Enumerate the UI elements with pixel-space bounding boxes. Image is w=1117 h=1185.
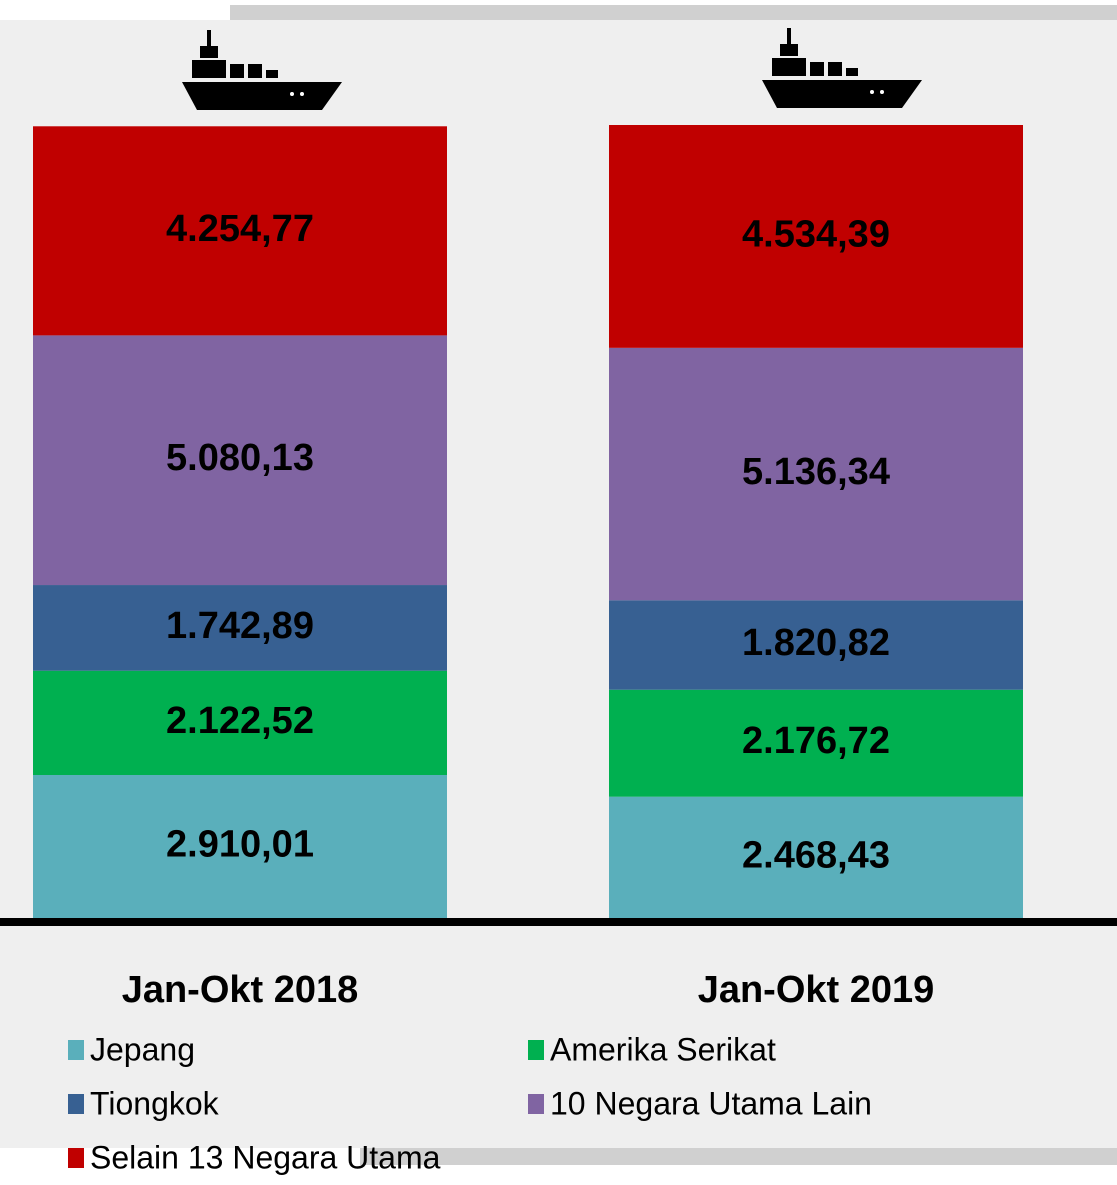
bar-segment: [33, 335, 447, 586]
data-label: 4.254,77: [166, 208, 314, 250]
legend-label: 10 Negara Utama Lain: [550, 1085, 872, 1121]
data-label: 5.080,13: [166, 437, 314, 479]
data-label: 2.176,72: [742, 720, 890, 762]
ship-icon: [762, 28, 922, 108]
bar-segment: [609, 347, 1023, 601]
data-label: 2.910,01: [166, 824, 314, 866]
legend-swatch: [68, 1094, 84, 1114]
baseline: [0, 918, 1117, 926]
legend-label: Selain 13 Negara Utama: [90, 1139, 441, 1175]
bar-segment: [33, 126, 447, 336]
ship-icon: [182, 30, 342, 110]
panel-shadow-top: [230, 5, 1117, 22]
legend-label: Amerika Serikat: [550, 1031, 776, 1067]
panel-shadow-bottom: [360, 1148, 1117, 1165]
data-label: 2.122,52: [166, 700, 314, 742]
legend-label: Tiongkok: [90, 1085, 220, 1121]
x-tick-label: Jan-Okt 2018: [122, 969, 359, 1011]
legend-swatch: [528, 1040, 544, 1060]
legend-label: Jepang: [90, 1031, 195, 1067]
bar-segment: [609, 125, 1023, 348]
x-tick-label: Jan-Okt 2019: [698, 969, 935, 1011]
data-label: 1.820,82: [742, 622, 890, 664]
bar-segment: [33, 774, 447, 918]
bar-segment: [609, 600, 1023, 690]
legend-swatch: [68, 1148, 84, 1168]
ship-icons: [182, 28, 922, 110]
data-label: 4.534,39: [742, 213, 890, 255]
data-label: 1.742,89: [166, 605, 314, 647]
data-label: 5.136,34: [742, 451, 890, 493]
bar-segment: [609, 796, 1023, 918]
bar-segment: [33, 670, 447, 775]
legend-swatch: [68, 1040, 84, 1060]
legend-swatch: [528, 1094, 544, 1114]
bar-segment: [609, 689, 1023, 797]
bar-segment: [33, 585, 447, 671]
data-label: 2.468,43: [742, 834, 890, 876]
